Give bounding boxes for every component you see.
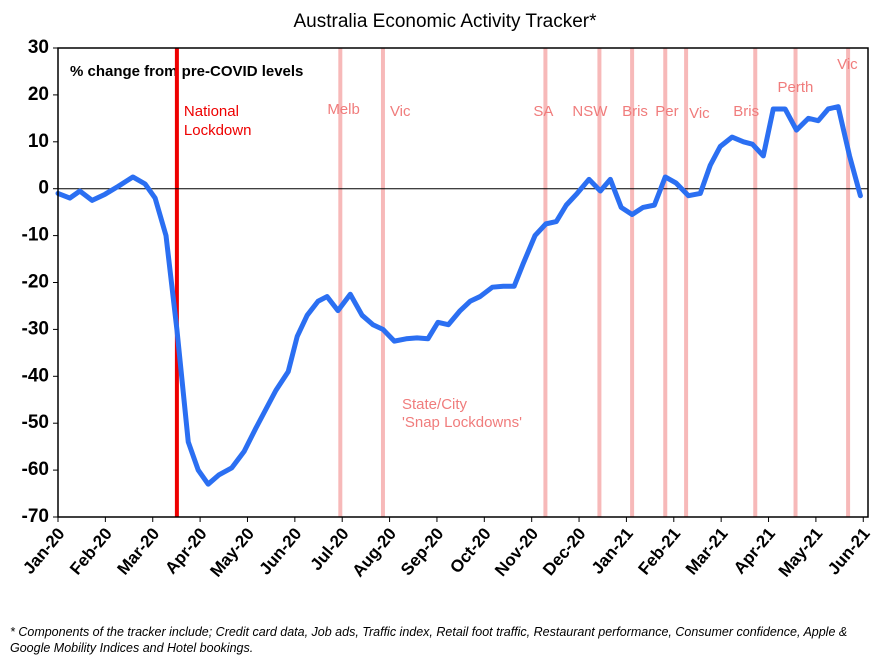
snap-lockdown-note: 'Snap Lockdowns': [402, 414, 522, 431]
subtitle: % change from pre-COVID levels: [70, 63, 303, 80]
y-tick-label: 10: [28, 131, 49, 152]
snap-lockdown-label: Bris: [733, 103, 759, 120]
footnote: * Components of the tracker include; Cre…: [10, 625, 848, 655]
national-lockdown-label: Lockdown: [184, 122, 252, 139]
snap-lockdown-label: SA: [533, 103, 553, 120]
x-tick-label: Apr-20: [161, 524, 210, 577]
x-tick-label: Dec-20: [539, 524, 589, 579]
snap-lockdown-label: Melb: [327, 101, 360, 118]
x-tick-label: Jun-20: [256, 524, 306, 578]
chart: Australia Economic Activity Tracker* % c…: [19, 11, 874, 581]
x-tick-label: Feb-20: [66, 524, 116, 578]
y-tick-label: 0: [38, 178, 49, 199]
x-tick-label: Jun-21: [824, 524, 874, 578]
plot-frame: [57, 47, 869, 518]
snap-lockdown-label: Vic: [837, 56, 858, 73]
x-tick-label: Jul-20: [307, 524, 353, 574]
x-tick-label: Jan-21: [588, 524, 637, 577]
snap-lockdown-note: State/City: [402, 396, 468, 413]
x-tick-label: Oct-20: [446, 524, 495, 577]
y-tick-label: -70: [22, 506, 49, 527]
y-tick-label: -60: [22, 459, 49, 480]
snap-lockdown-label: Perth: [778, 79, 814, 96]
snap-lockdown-label: Vic: [689, 105, 710, 122]
x-tick-label: Apr-21: [730, 524, 779, 577]
chart-title: Australia Economic Activity Tracker*: [293, 11, 597, 32]
snap-lockdown-label: NSW: [572, 103, 608, 120]
snap-lockdown-label: Vic: [390, 103, 411, 120]
x-tick-label: Mar-21: [682, 524, 732, 578]
x-tick-label: Jan-20: [19, 524, 68, 577]
x-tick-label: Nov-20: [491, 524, 542, 580]
snap-lockdown-label: Per: [655, 103, 678, 120]
national-lockdown-label: National: [184, 103, 239, 120]
y-tick-label: -20: [22, 272, 49, 293]
y-tick-label: -30: [22, 318, 49, 339]
x-tick-label: Mar-20: [113, 524, 163, 578]
snap-lockdown-label: Bris: [622, 103, 648, 120]
x-tick-label: Aug-20: [348, 524, 400, 580]
x-tick-label: Sep-20: [397, 524, 447, 579]
y-tick-label: -40: [22, 365, 49, 386]
y-tick-label: -50: [22, 412, 49, 433]
y-tick-label: 20: [28, 84, 49, 105]
y-tick-label: 30: [28, 37, 49, 58]
x-tick-label: May-21: [775, 524, 827, 580]
x-tick-label: Feb-21: [635, 524, 685, 578]
series-line: [55, 104, 863, 487]
x-tick-label: May-20: [206, 524, 258, 580]
y-tick-label: -10: [22, 225, 49, 246]
